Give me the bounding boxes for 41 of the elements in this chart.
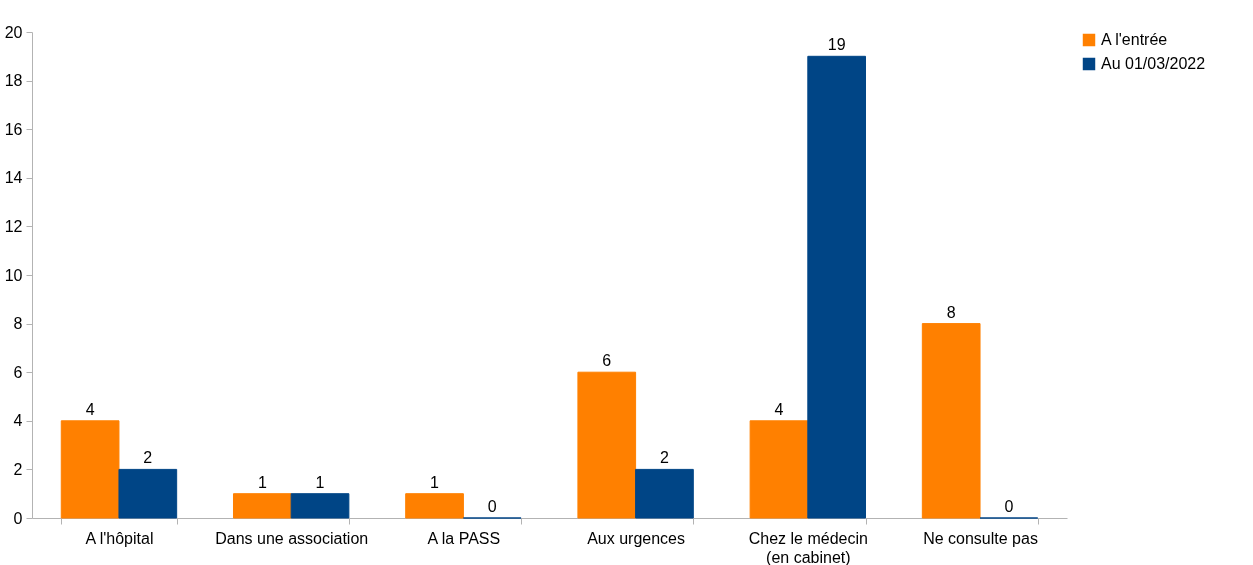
legend-label: Au 01/03/2022: [1101, 55, 1206, 72]
y-tick-label: 0: [13, 509, 23, 527]
y-tick-label: 10: [4, 266, 23, 284]
y-tick-label: 2: [13, 460, 23, 478]
bar: [807, 55, 867, 519]
bar: [405, 493, 464, 519]
y-tick-label: 16: [4, 120, 23, 138]
bar: [577, 371, 637, 519]
data-label: 0: [487, 498, 497, 515]
bar: [749, 420, 809, 519]
y-tick-label: 6: [13, 363, 23, 381]
data-label: 2: [660, 449, 669, 467]
data-label: 6: [602, 352, 612, 370]
x-tick-label: A la PASS: [427, 529, 501, 547]
data-label: 19: [827, 36, 846, 54]
bar: [635, 468, 694, 519]
data-label: 4: [774, 400, 784, 418]
data-label: 8: [946, 303, 956, 321]
y-tick-label: 18: [4, 72, 23, 90]
x-tick-label: Ne consulte pas: [923, 529, 1038, 547]
data-label: 2: [143, 449, 153, 467]
bar: [60, 420, 120, 519]
data-label: 1: [257, 473, 267, 491]
bar: [118, 468, 178, 519]
data-label: 1: [315, 473, 325, 491]
bar: [921, 323, 981, 519]
bar: [232, 493, 292, 519]
legend-label: A l'entrée: [1101, 31, 1168, 48]
x-tick-label: Chez le médecin (en cabinet): [748, 529, 868, 565]
y-tick-label: 12: [4, 217, 23, 235]
y-tick-label: 4: [13, 412, 23, 430]
data-label: 0: [1004, 498, 1014, 515]
x-tick-label: Aux urgences: [587, 529, 686, 547]
data-label: 1: [430, 473, 440, 491]
y-tick-label: 20: [4, 23, 23, 41]
x-tick-label: Dans une association: [215, 529, 369, 547]
x-tick-label: A l'hôpital: [85, 529, 154, 547]
y-tick-label: 8: [13, 315, 23, 333]
bar: [290, 493, 350, 519]
data-label: 4: [85, 400, 95, 418]
y-tick-label: 14: [4, 169, 23, 187]
